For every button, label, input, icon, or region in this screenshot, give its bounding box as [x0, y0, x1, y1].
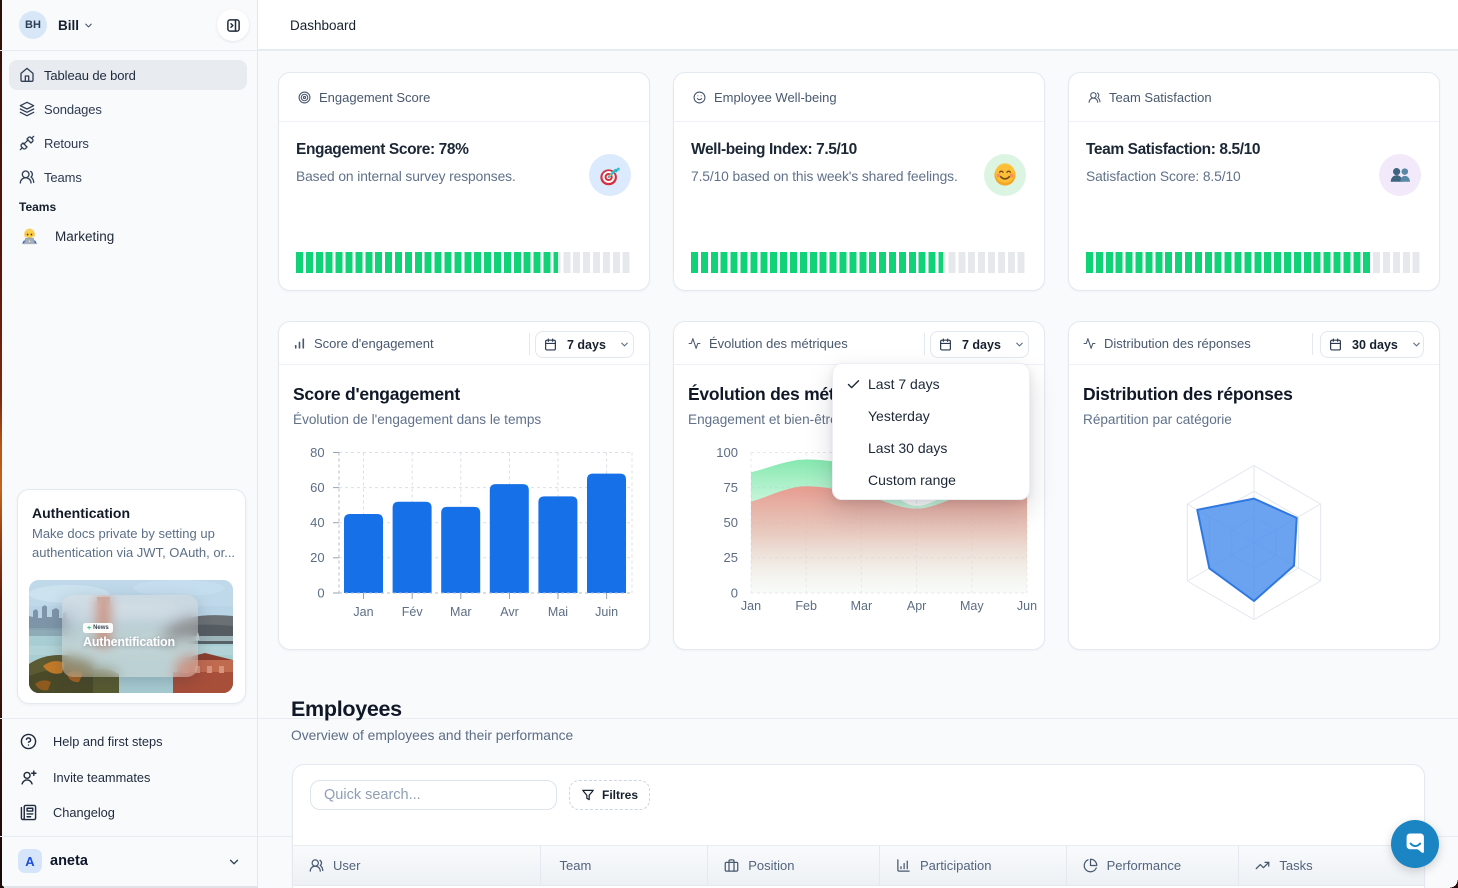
svg-text:20: 20 [310, 550, 324, 565]
svg-text:40: 40 [310, 515, 324, 530]
svg-text:May: May [960, 599, 984, 613]
svg-text:Fév: Fév [402, 605, 424, 619]
svg-text:50: 50 [724, 515, 738, 530]
svg-text:Feb: Feb [795, 599, 817, 613]
svg-text:0: 0 [731, 586, 738, 601]
svg-text:100: 100 [716, 445, 738, 460]
svg-text:Mar: Mar [450, 605, 472, 619]
svg-text:Avr: Avr [500, 605, 519, 619]
svg-text:80: 80 [310, 445, 324, 460]
svg-text:0: 0 [317, 586, 324, 601]
svg-text:Jun: Jun [1017, 599, 1037, 613]
svg-text:60: 60 [310, 480, 324, 495]
svg-text:Apr: Apr [907, 599, 926, 613]
svg-text:Mar: Mar [851, 599, 873, 613]
svg-text:Jan: Jan [741, 599, 761, 613]
svg-text:75: 75 [724, 480, 738, 495]
svg-text:Jan: Jan [353, 605, 373, 619]
svg-text:Juin: Juin [595, 605, 618, 619]
svg-text:Mai: Mai [548, 605, 568, 619]
svg-text:25: 25 [724, 550, 738, 565]
